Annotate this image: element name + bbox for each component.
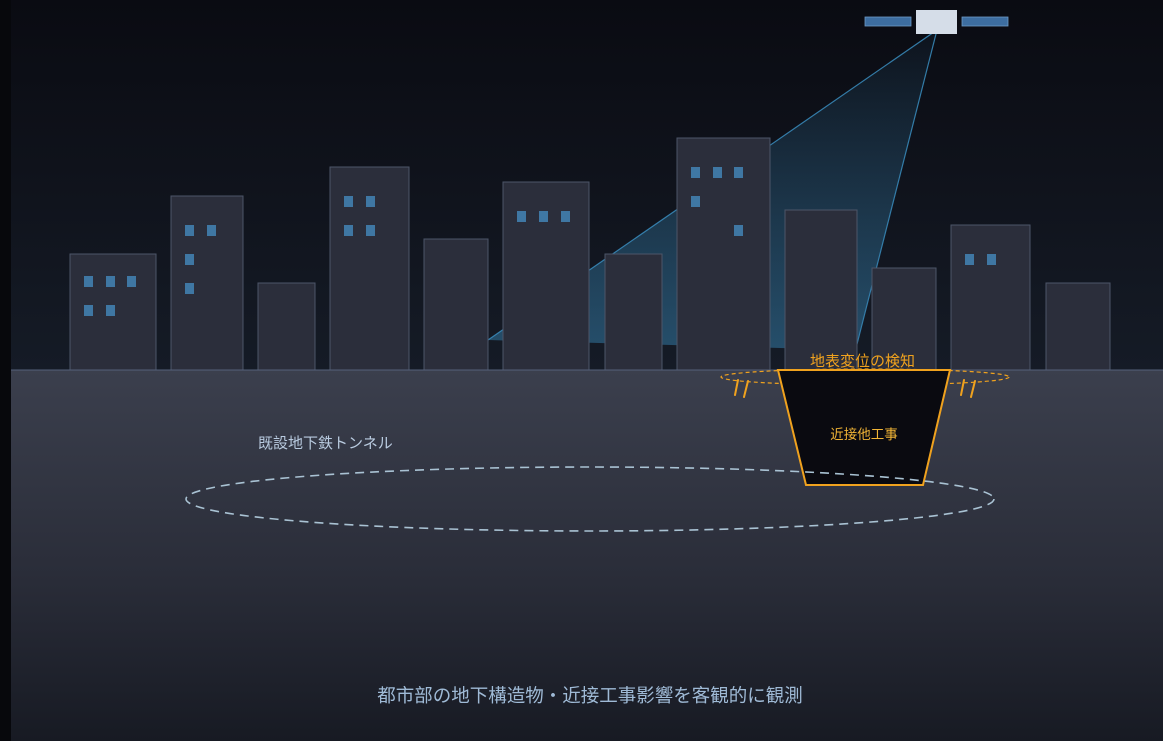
window (713, 167, 722, 178)
window (965, 254, 974, 265)
ground (11, 370, 1163, 741)
building (604, 253, 663, 371)
window (561, 211, 570, 222)
window (84, 305, 93, 316)
building (950, 224, 1031, 371)
satellite-icon (864, 10, 1009, 34)
window (691, 167, 700, 178)
building (784, 209, 858, 371)
building (1045, 282, 1111, 371)
window (691, 196, 700, 207)
window (106, 276, 115, 287)
window (106, 305, 115, 316)
window (734, 167, 743, 178)
construction-pit (776, 369, 952, 486)
tunnel-label: 既設地下鉄トンネル (258, 434, 393, 452)
window (734, 225, 743, 236)
building (170, 195, 244, 371)
window (207, 225, 216, 236)
window (344, 225, 353, 236)
building (676, 137, 771, 371)
window (185, 254, 194, 265)
window (185, 283, 194, 294)
left-frame-strip (0, 0, 11, 741)
window (366, 196, 375, 207)
window (987, 254, 996, 265)
window (517, 211, 526, 222)
window (366, 225, 375, 236)
subway-tunnel-outline (185, 466, 995, 532)
diagram-caption: 都市部の地下構造物・近接工事影響を客観的に観測 (377, 686, 803, 707)
building (257, 282, 316, 371)
window (539, 211, 548, 222)
construction-label: 近接他工事 (830, 426, 898, 443)
window (185, 225, 194, 236)
building (423, 238, 489, 371)
building (871, 267, 937, 371)
surface-detection-label: 地表変位の検知 (810, 352, 915, 370)
window (344, 196, 353, 207)
building (502, 181, 590, 371)
window (84, 276, 93, 287)
displacement-marks (734, 379, 976, 398)
building-windows (84, 167, 996, 316)
window (127, 276, 136, 287)
city-buildings (69, 137, 1111, 371)
